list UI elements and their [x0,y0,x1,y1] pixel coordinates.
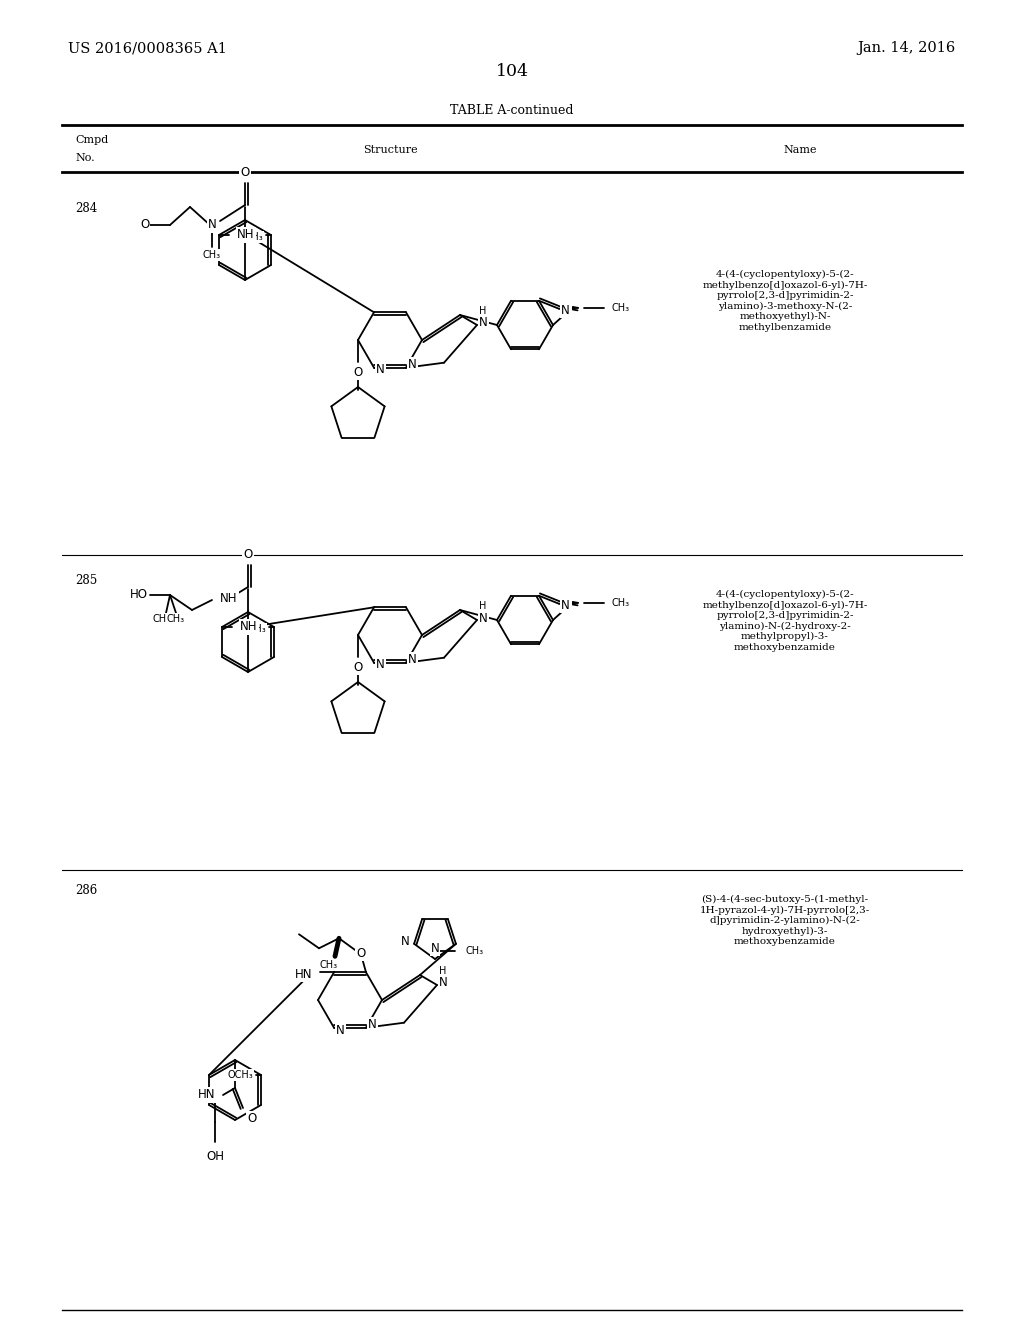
Text: CH₃: CH₃ [465,946,483,956]
Text: N: N [376,659,385,671]
Text: O: O [353,661,362,675]
Text: NH: NH [220,591,238,605]
Text: O: O [244,548,253,561]
Text: H: H [439,966,446,975]
Text: CH₃: CH₃ [319,960,338,970]
Text: OCH₃: OCH₃ [238,232,263,242]
Text: TABLE A-continued: TABLE A-continued [451,103,573,116]
Text: N: N [439,977,447,990]
Text: H: H [479,306,486,315]
Text: H: H [479,601,486,611]
Text: O: O [562,598,571,610]
Text: O: O [562,302,571,315]
Text: Cmpd: Cmpd [75,135,109,145]
Text: OCH₃: OCH₃ [241,624,266,634]
Text: CH₃: CH₃ [153,614,171,624]
Text: Structure: Structure [362,145,418,154]
Text: N: N [408,653,417,667]
Text: 104: 104 [496,63,528,81]
Text: N: N [368,1018,377,1031]
Text: CH₃: CH₃ [612,598,630,609]
Text: CH₃: CH₃ [167,614,185,624]
Text: CH₃: CH₃ [203,249,221,260]
Text: 284: 284 [75,202,97,214]
Text: US 2016/0008365 A1: US 2016/0008365 A1 [68,41,227,55]
Text: 4-(4-(cyclopentyloxy)-5-(2-
methylbenzo[d]oxazol-6-yl)-7H-
pyrrolo[2,3-d]pyrimid: 4-(4-(cyclopentyloxy)-5-(2- methylbenzo[… [702,590,867,652]
Text: N: N [479,317,487,330]
Text: N: N [431,942,439,954]
Text: NH: NH [237,228,255,242]
Text: CH₃: CH₃ [612,302,630,313]
Text: N: N [561,304,569,317]
Text: OH: OH [206,1150,224,1163]
Text: N: N [208,219,216,231]
Text: O: O [140,219,150,231]
Text: 286: 286 [75,883,97,896]
Text: O: O [356,948,366,960]
Text: O: O [241,166,250,180]
Text: HN: HN [198,1089,215,1101]
Text: No.: No. [75,153,94,162]
Text: N: N [561,599,569,612]
Text: Jan. 14, 2016: Jan. 14, 2016 [858,41,956,55]
Text: N: N [336,1024,345,1038]
Text: Name: Name [783,145,817,154]
Text: 285: 285 [75,573,97,586]
Text: O: O [353,366,362,379]
Text: (S)-4-(4-sec-butoxy-5-(1-methyl-
1H-pyrazol-4-yl)-7H-pyrrolo[2,3-
d]pyrimidin-2-: (S)-4-(4-sec-butoxy-5-(1-methyl- 1H-pyra… [699,895,870,946]
Text: 4-(4-(cyclopentyloxy)-5-(2-
methylbenzo[d]oxazol-6-yl)-7H-
pyrrolo[2,3-d]pyrimid: 4-(4-(cyclopentyloxy)-5-(2- methylbenzo[… [702,271,867,331]
Text: N: N [408,358,417,371]
Text: N: N [479,611,487,624]
Text: N: N [401,936,410,948]
Text: HO: HO [130,589,148,602]
Text: OCH₃: OCH₃ [227,1071,253,1080]
Text: N: N [376,363,385,376]
Text: HN: HN [295,968,312,981]
Text: O: O [247,1111,256,1125]
Text: NH: NH [240,620,257,634]
